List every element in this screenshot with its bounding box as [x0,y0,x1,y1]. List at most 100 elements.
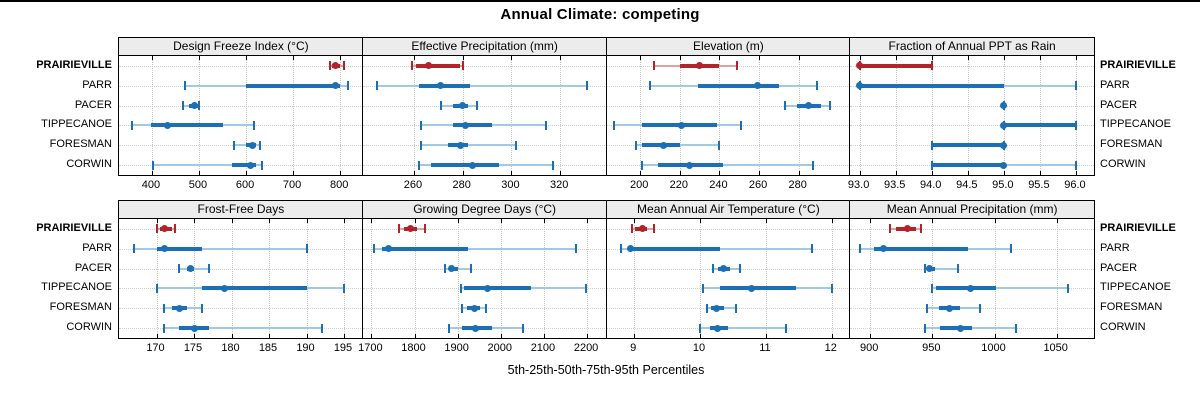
v-gridline [543,219,545,338]
series-whisker-cap-low [130,120,133,130]
series-range-line [421,144,517,147]
series-range-line [152,164,263,167]
series-whisker-cap-low [151,160,154,170]
series-median-dot [175,304,183,312]
site-label-left: PACER [74,261,112,274]
series-whisker-cap-high [1074,81,1077,91]
axis-tick-bottom [798,171,800,175]
series-median-dot [696,62,704,70]
axis-tick-label: 11 [759,342,771,354]
series-median-dot [484,284,492,292]
v-gridline [340,56,342,175]
axis-tick-top [151,56,153,60]
series-iqr-bar [931,163,1004,168]
axis-tick-bottom [759,171,761,175]
series-whisker-cap-high [830,283,833,293]
h-gridline [119,105,363,107]
site-label-left: FORESMAN [49,301,112,314]
panel-plot [850,56,1094,175]
series-range-line [164,327,322,330]
axis-tick-label: 9 [630,342,637,354]
series-median-dot [1000,121,1008,129]
series-whisker-cap-low [619,244,622,254]
h-gridline [606,105,851,107]
series-whisker-cap-low [931,283,934,293]
axis-tick-top [306,219,308,223]
axis-tick-top [994,219,996,223]
series-whisker-cap-low [699,323,702,333]
panel-plot [362,219,607,338]
v-gridline [306,219,308,338]
series-median-dot [946,304,954,312]
series-median-dot [447,265,455,273]
series-whisker-cap-high [484,303,487,313]
v-gridline [994,219,996,338]
series-whisker-cap-high [735,303,738,313]
axis-tick-bottom [293,171,295,175]
series-range-line [932,287,1068,290]
h-gridline [850,65,1094,67]
axis-tick-top [462,56,464,60]
site-label-right: PACER [1100,98,1138,111]
v-gridline [457,219,459,338]
site-label-right: TIPPECANOE [1100,281,1171,294]
series-whisker-cap-high [652,224,655,234]
series-whisker-cap-high [1074,160,1077,170]
series-median-dot [678,121,686,129]
series-whisker-cap-high [738,264,741,274]
series-range-line [924,267,959,270]
axis-tick-top [413,56,415,60]
series-whisker-cap-low [155,224,158,234]
axis-tick-label: 94.5 [956,179,978,191]
h-gridline [362,268,607,270]
v-gridline [679,56,681,175]
h-gridline [119,308,363,310]
axis-tick-label: 1800 [401,342,426,354]
h-gridline [119,65,363,67]
series-whisker-cap-high [1014,323,1017,333]
h-gridline [850,125,1094,127]
axis-tick-label: 2100 [530,342,556,354]
site-label-left: TIPPECANOE [41,281,112,294]
axis-tick-bottom [1039,171,1041,175]
series-whisker-cap-high [252,120,255,130]
axis-tick-bottom [640,171,642,175]
series-median-dot [470,304,478,312]
axis-tick-bottom [560,171,562,175]
axis-tick-top [967,56,969,60]
series-median-dot [190,324,198,332]
axis-tick-top [194,219,195,223]
series-whisker-cap-low [783,101,786,111]
series-median-dot [190,102,198,110]
v-gridline [293,56,295,175]
site-label-right: PARR [1100,78,1130,91]
series-whisker-cap-low [653,61,656,71]
axis-tick-bottom [151,171,153,175]
panel-title: Mean Annual Air Temperature (°C) [606,201,851,219]
series-iqr-bar [156,246,202,251]
v-gridline [231,219,233,338]
series-iqr-bar [1003,123,1076,128]
panel-5: Frost-Free Days [118,200,364,339]
axis-tick-top [831,219,833,223]
axis-tick-top [543,219,545,223]
axis-tick-top [679,56,681,60]
axis-tick-label: 1700 [358,342,383,354]
series-median-dot [686,161,694,169]
series-median-dot [385,245,393,253]
series-median-dot [856,62,864,70]
series-whisker-cap-high [200,303,203,313]
panel-title: Growing Degree Days (°C) [362,201,607,219]
axis-tick-label: 95.0 [992,179,1014,191]
axis-tick-bottom [870,334,872,338]
series-whisker-cap-low [372,244,375,254]
axis-tick-top [1003,56,1005,60]
v-gridline [1075,56,1077,175]
series-median-dot [332,62,340,70]
axis-tick-bottom [765,334,767,338]
site-label-right: PARR [1100,241,1130,254]
series-median-dot [406,225,414,233]
axis-tick-top [932,219,934,223]
axis-tick-label: 96.0 [1064,179,1086,191]
